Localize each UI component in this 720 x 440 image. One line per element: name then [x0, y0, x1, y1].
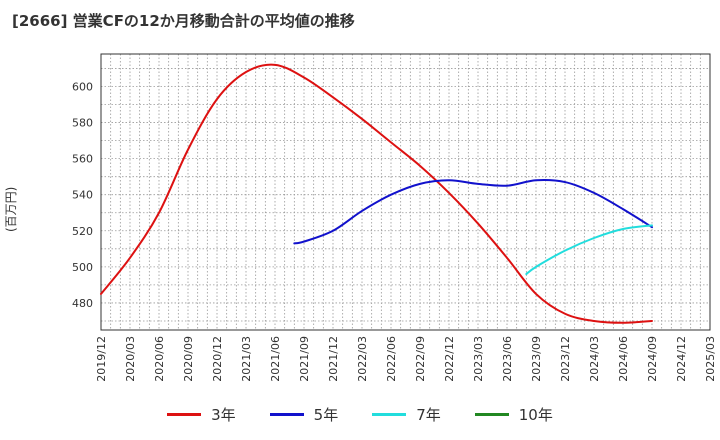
x-tick-label: 2021/03: [240, 336, 253, 382]
x-tick-label: 2024/12: [675, 336, 688, 382]
series-line-1: [100, 63, 653, 324]
y-tick-label: 560: [72, 153, 93, 166]
legend-swatch: [474, 412, 509, 416]
x-tick-label: 2020/03: [124, 336, 137, 382]
legend-item-4: 10年: [474, 404, 553, 425]
x-tick-label: 2024/03: [588, 336, 601, 382]
x-tick-label: 2021/06: [269, 336, 282, 382]
x-tick-label: 2020/06: [153, 336, 166, 382]
x-tick-label: 2023/12: [559, 336, 572, 382]
x-tick-label: 2025/03: [704, 336, 717, 382]
x-tick-label: 2024/09: [646, 336, 659, 382]
y-tick-label: 480: [72, 297, 93, 310]
legend-label: 3年: [211, 405, 236, 424]
y-tick-label: 520: [72, 225, 93, 238]
gridlines: [101, 54, 710, 330]
legend-swatch: [372, 412, 407, 416]
y-tick-label: 540: [72, 189, 93, 202]
legend-label: 7年: [416, 405, 441, 424]
x-tick-label: 2020/09: [182, 336, 195, 382]
x-tick-labels: 2019/12 2020/03 2020/06 2020/09 2020/12 2021/…: [95, 336, 717, 382]
series-lines: [100, 63, 653, 324]
y-tick-labels: 480 500 520 540 560 580 600: [72, 80, 93, 309]
y-tick-label: 580: [72, 117, 93, 130]
x-tick-label: 2023/06: [501, 336, 514, 382]
x-tick-label: 2022/06: [385, 336, 398, 382]
series-line-3: [525, 224, 653, 276]
legend: 3年 5年 7年 10年: [0, 402, 720, 426]
x-tick-label: 2020/12: [211, 336, 224, 382]
legend-swatch: [167, 412, 202, 416]
x-tick-label: 2022/03: [356, 336, 369, 382]
y-tick-label: 600: [72, 80, 93, 93]
plot-border: [100, 53, 711, 331]
chart-title: [2666] 営業CFの12か月移動合計の平均値の推移: [12, 12, 355, 30]
x-tick-label: 2021/12: [327, 336, 340, 382]
x-tick-label: 2021/09: [298, 336, 311, 382]
x-tick-label: 2019/12: [95, 336, 108, 382]
legend-swatch: [269, 412, 304, 416]
legend-item-2: 5年: [269, 404, 339, 425]
legend-item-1: 3年: [167, 404, 236, 425]
legend-item-3: 7年: [372, 404, 441, 425]
x-tick-label: 2023/03: [472, 336, 485, 382]
legend-label: 10年: [518, 405, 553, 424]
x-tick-label: 2023/09: [530, 336, 543, 382]
series-line-2: [293, 179, 653, 245]
legend-label: 5年: [313, 405, 339, 424]
y-tick-label: 500: [72, 261, 93, 274]
x-tick-label: 2022/12: [443, 336, 456, 382]
plot-frame: [100, 53, 711, 331]
x-tick-label: 2024/06: [617, 336, 630, 382]
x-tick-label: 2022/09: [414, 336, 427, 382]
